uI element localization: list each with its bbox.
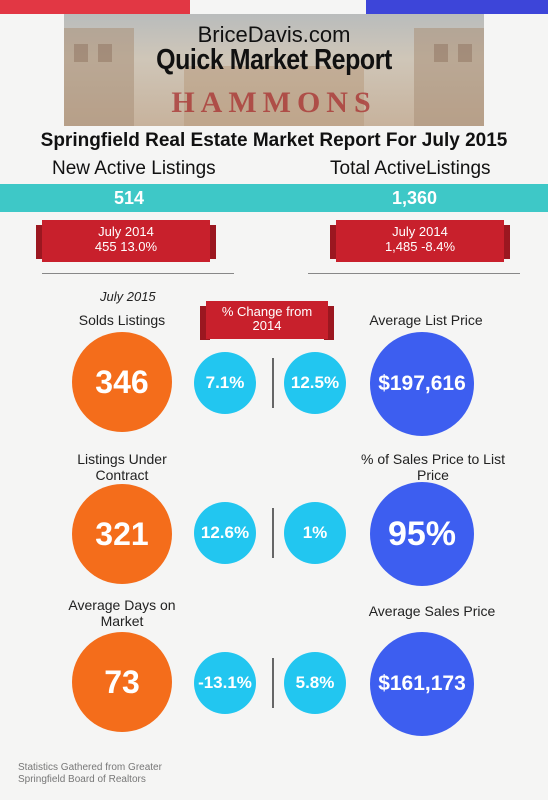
- total-active-prior-value: 1,485 -8.4%: [384, 239, 456, 254]
- average-list-price-change: 12.5%: [284, 352, 346, 414]
- change-divider-2: [272, 508, 274, 558]
- total-active-prior-ribbon: July 2014 1,485 -8.4%: [330, 220, 510, 262]
- divider-left: [42, 273, 234, 274]
- listings-under-contract-value: 321: [72, 484, 172, 584]
- average-sales-price-label: Average Sales Price: [368, 603, 496, 619]
- total-active-label: Total ActiveListings: [330, 158, 491, 179]
- average-list-price-value: $197,616: [370, 332, 474, 436]
- new-active-prior-label: July 2014: [98, 224, 154, 239]
- top-bar-red: [0, 0, 190, 14]
- page-title: Quick Market Report: [156, 44, 392, 76]
- total-active-prior-label: July 2014: [392, 224, 448, 239]
- solds-listings-value: 346: [72, 332, 172, 432]
- average-sales-price-change: 5.8%: [284, 652, 346, 714]
- sales-to-list-value: 95%: [370, 482, 474, 586]
- source-note-line2: Springfield Board of Realtors: [18, 774, 146, 785]
- average-list-price-label: Average List Price: [369, 312, 483, 328]
- solds-listings-label: Solds Listings: [78, 312, 166, 328]
- source-note-line1: Statistics Gathered from Greater: [18, 762, 162, 773]
- listings-under-contract-label: Listings Under Contract: [77, 451, 167, 483]
- brand-name: BriceDavis.com: [197, 22, 351, 47]
- top-bar-blue: [366, 0, 548, 14]
- average-sales-price-value: $161,173: [370, 632, 474, 736]
- listings-under-contract-change: 12.6%: [194, 502, 256, 564]
- solds-listings-change: 7.1%: [194, 352, 256, 414]
- new-active-label: New Active Listings: [52, 158, 216, 179]
- period-label: July 2015: [100, 289, 156, 304]
- sales-to-list-label: % of Sales Price to List Price: [361, 451, 505, 483]
- new-active-prior-ribbon: July 2014 455 13.0%: [36, 220, 216, 262]
- total-active-value: 1,360: [392, 188, 438, 208]
- change-header-ribbon: % Change from 2014: [200, 301, 334, 340]
- change-divider-3: [272, 658, 274, 708]
- average-days-label: Average Days on Market: [68, 597, 176, 629]
- source-note: Statistics Gathered from Greater Springf…: [18, 762, 162, 786]
- stadium-photo: HAMMONS FIELD: [64, 14, 484, 126]
- new-active-prior-value: 455 13.0%: [94, 239, 158, 254]
- change-divider-1: [272, 358, 274, 408]
- change-header-label: % Change from 2014: [221, 304, 313, 333]
- new-active-value: 514: [114, 188, 145, 208]
- divider-right: [308, 273, 520, 274]
- venue-sign: HAMMONS FIELD: [171, 86, 377, 126]
- average-days-value: 73: [72, 632, 172, 732]
- average-days-change: -13.1%: [194, 652, 256, 714]
- sales-to-list-change: 1%: [284, 502, 346, 564]
- report-subtitle: Springfield Real Estate Market Report Fo…: [40, 130, 508, 151]
- active-listings-bar: 514 1,360: [0, 184, 548, 212]
